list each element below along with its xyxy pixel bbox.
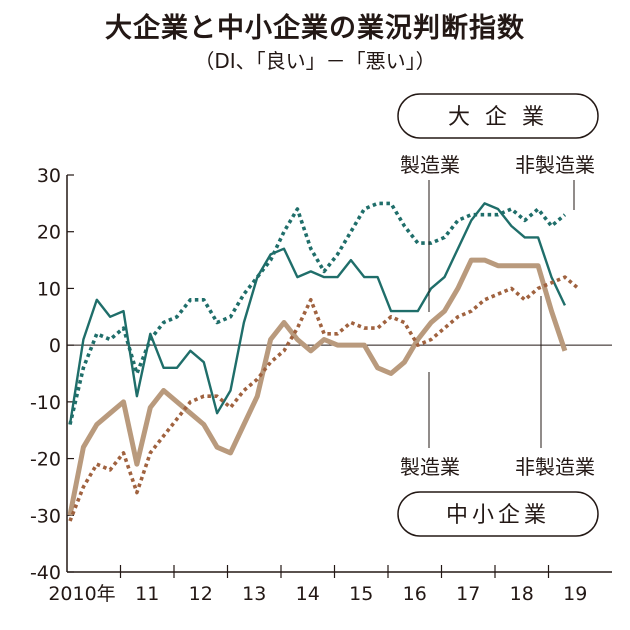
y-tick-label: 10 <box>37 278 61 300</box>
x-tick-label: 15 <box>349 583 373 605</box>
x-tick-label: 16 <box>403 583 427 605</box>
annotation-large-mfg: 製造業 <box>400 153 460 177</box>
annotation-leader-lines <box>428 180 575 448</box>
y-tick-label: -20 <box>30 449 61 471</box>
large-nonmfg-line <box>68 201 567 425</box>
x-tick-label: 11 <box>135 583 159 605</box>
sme-box: 中小企業 <box>397 491 599 537</box>
y-tick-label: 20 <box>37 222 61 244</box>
x-tick-label: 17 <box>456 583 480 605</box>
sme-box-label: 中小企業 <box>446 503 550 528</box>
x-tick-label: 18 <box>510 583 534 605</box>
y-tick-label: 0 <box>49 335 61 357</box>
large-mfg-line <box>68 202 566 425</box>
chart-subtitle: （DI、「良い」－「悪い」） <box>194 49 436 73</box>
annotation-sme-mfg: 製造業 <box>400 455 460 479</box>
sme-nonmfg-line <box>68 275 580 522</box>
x-tick-label: 19 <box>563 583 587 605</box>
series-lines <box>67 201 580 522</box>
y-axis-tick-labels: 30 20 10 0 -10 -20 -30 -40 <box>30 165 61 584</box>
x-tick-label: 2010年 <box>48 583 115 605</box>
large-company-box: 大 企 業 <box>397 93 599 139</box>
y-tick-label: -10 <box>30 392 61 414</box>
x-tick-label: 14 <box>296 583 320 605</box>
sme-mfg-line <box>67 257 568 516</box>
annotation-sme-nonmfg: 非製造業 <box>515 455 595 479</box>
x-axis-tick-labels: 2010年 11 12 13 14 15 16 17 18 19 <box>48 583 587 605</box>
y-tick-label: -40 <box>30 562 61 584</box>
x-tick-label: 12 <box>189 583 213 605</box>
x-tick-label: 13 <box>242 583 266 605</box>
annotation-large-nonmfg: 非製造業 <box>515 153 595 177</box>
chart-title: 大企業と中小企業の業況判断指数 <box>105 13 525 44</box>
y-tick-label: -30 <box>30 505 61 527</box>
y-tick-label: 30 <box>37 165 61 187</box>
large-company-box-label: 大 企 業 <box>448 105 548 130</box>
